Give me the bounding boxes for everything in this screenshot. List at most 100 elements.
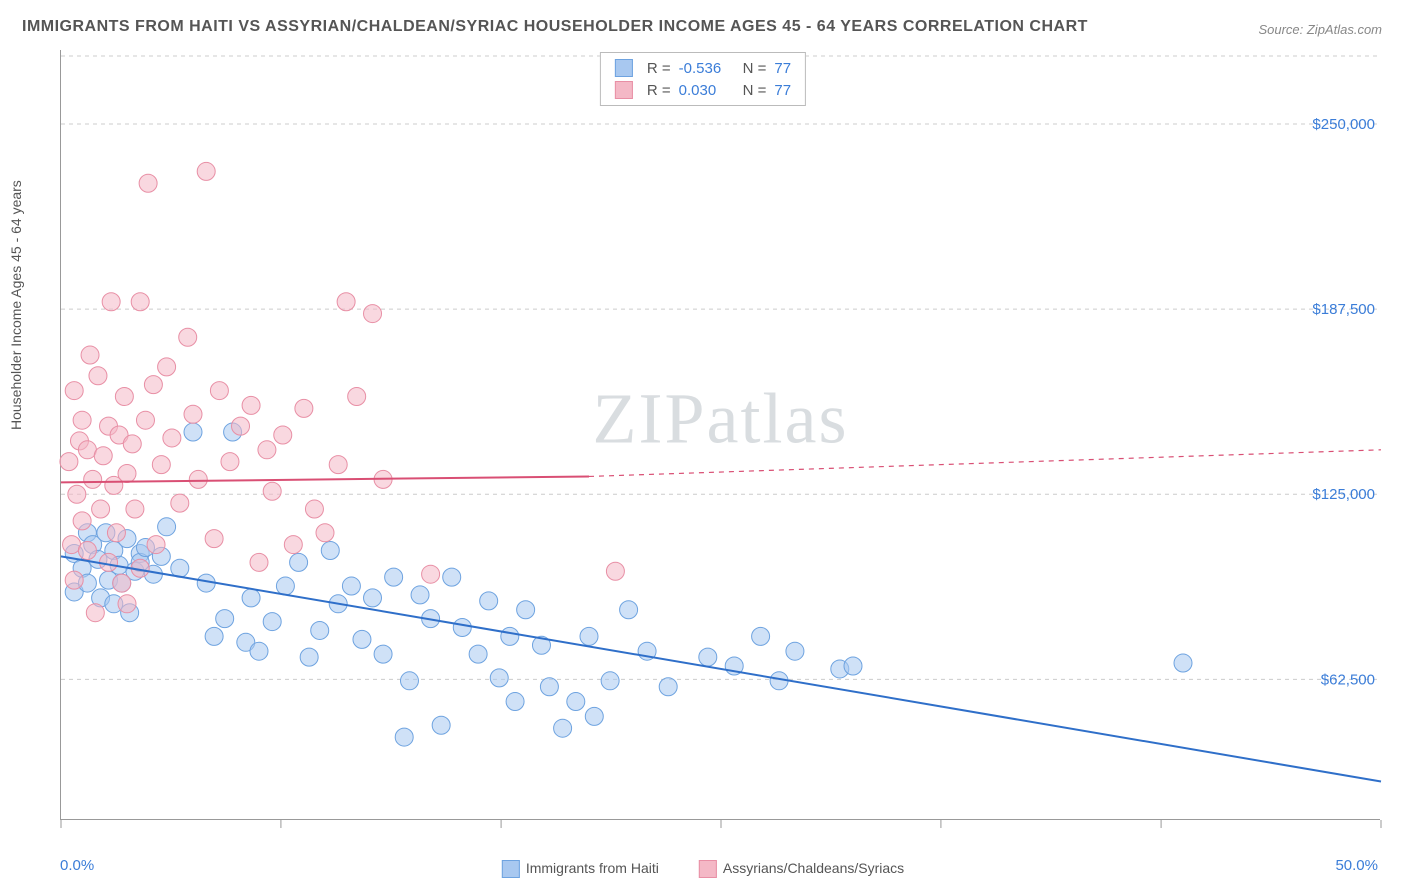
scatter-point — [395, 728, 413, 746]
scatter-point — [263, 613, 281, 631]
scatter-point — [374, 645, 392, 663]
scatter-point — [290, 553, 308, 571]
scatter-point — [184, 423, 202, 441]
plot-area: ZIPatlas $62,500$125,000$187,500$250,000 — [60, 50, 1380, 820]
legend-swatch — [502, 860, 520, 878]
scatter-point — [123, 435, 141, 453]
scatter-point — [118, 595, 136, 613]
legend-label: Immigrants from Haiti — [526, 860, 659, 876]
scatter-point — [126, 500, 144, 518]
scatter-point — [197, 162, 215, 180]
chart-title: IMMIGRANTS FROM HAITI VS ASSYRIAN/CHALDE… — [22, 18, 1088, 36]
r-value: -0.536 — [679, 60, 735, 77]
scatter-point — [540, 678, 558, 696]
bottom-legend: Immigrants from Haiti Assyrians/Chaldeans… — [502, 860, 904, 878]
scatter-point — [1174, 654, 1192, 672]
scatter-point — [84, 470, 102, 488]
scatter-point — [606, 562, 624, 580]
scatter-point — [501, 627, 519, 645]
y-axis-label: Householder Income Ages 45 - 64 years — [8, 180, 24, 430]
scatter-point — [89, 367, 107, 385]
scatter-point — [250, 642, 268, 660]
x-axis-max-label: 50.0% — [1335, 857, 1378, 874]
source-attribution: Source: ZipAtlas.com — [1258, 22, 1382, 37]
scatter-point — [295, 399, 313, 417]
scatter-point — [147, 536, 165, 554]
scatter-point — [163, 429, 181, 447]
scatter-point — [68, 485, 86, 503]
scatter-point — [115, 388, 133, 406]
chart-svg: $62,500$125,000$187,500$250,000 — [61, 50, 1380, 819]
scatter-point — [205, 530, 223, 548]
scatter-point — [179, 328, 197, 346]
scatter-point — [73, 512, 91, 530]
scatter-point — [107, 524, 125, 542]
top-legend: R =-0.536N =77R =0.030N =77 — [600, 52, 806, 106]
scatter-point — [144, 376, 162, 394]
scatter-point — [348, 388, 366, 406]
scatter-point — [517, 601, 535, 619]
scatter-point — [216, 610, 234, 628]
scatter-point — [78, 542, 96, 560]
scatter-point — [152, 456, 170, 474]
scatter-point — [329, 456, 347, 474]
scatter-point — [364, 589, 382, 607]
r-label: R = — [647, 82, 671, 99]
scatter-point — [284, 536, 302, 554]
bottom-legend-item: Immigrants from Haiti — [502, 860, 659, 878]
x-axis-min-label: 0.0% — [60, 857, 94, 874]
scatter-point — [86, 604, 104, 622]
scatter-point — [490, 669, 508, 687]
scatter-point — [443, 568, 461, 586]
legend-swatch — [699, 860, 717, 878]
trend-line-series-1-dashed — [589, 450, 1381, 477]
scatter-point — [221, 453, 239, 471]
scatter-point — [92, 500, 110, 518]
scatter-point — [232, 417, 250, 435]
scatter-point — [453, 619, 471, 637]
scatter-point — [342, 577, 360, 595]
scatter-point — [316, 524, 334, 542]
scatter-point — [469, 645, 487, 663]
n-value: 77 — [774, 82, 791, 99]
scatter-point — [580, 627, 598, 645]
scatter-point — [171, 559, 189, 577]
y-tick-label: $250,000 — [1312, 116, 1375, 133]
trend-line-series-1-solid — [61, 476, 589, 482]
scatter-point — [321, 542, 339, 560]
scatter-point — [100, 553, 118, 571]
scatter-point — [242, 589, 260, 607]
n-label: N = — [743, 82, 767, 99]
scatter-point — [63, 536, 81, 554]
scatter-point — [432, 716, 450, 734]
scatter-point — [102, 293, 120, 311]
scatter-point — [158, 358, 176, 376]
scatter-point — [585, 707, 603, 725]
scatter-point — [659, 678, 677, 696]
scatter-point — [305, 500, 323, 518]
n-label: N = — [743, 60, 767, 77]
scatter-point — [844, 657, 862, 675]
legend-swatch — [615, 59, 633, 77]
bottom-legend-item: Assyrians/Chaldeans/Syriacs — [699, 860, 904, 878]
scatter-point — [311, 621, 329, 639]
scatter-point — [601, 672, 619, 690]
scatter-point — [78, 441, 96, 459]
scatter-point — [752, 627, 770, 645]
scatter-point — [210, 382, 228, 400]
scatter-point — [250, 553, 268, 571]
n-value: 77 — [774, 60, 791, 77]
scatter-point — [139, 174, 157, 192]
scatter-point — [567, 693, 585, 711]
scatter-point — [136, 411, 154, 429]
scatter-point — [786, 642, 804, 660]
scatter-point — [411, 586, 429, 604]
r-value: 0.030 — [679, 82, 735, 99]
top-legend-row: R =-0.536N =77 — [615, 57, 791, 79]
scatter-point — [184, 405, 202, 423]
y-tick-label: $125,000 — [1312, 486, 1375, 503]
scatter-point — [400, 672, 418, 690]
scatter-point — [480, 592, 498, 610]
scatter-point — [422, 565, 440, 583]
top-legend-row: R = 0.030 N = 77 — [615, 79, 791, 101]
